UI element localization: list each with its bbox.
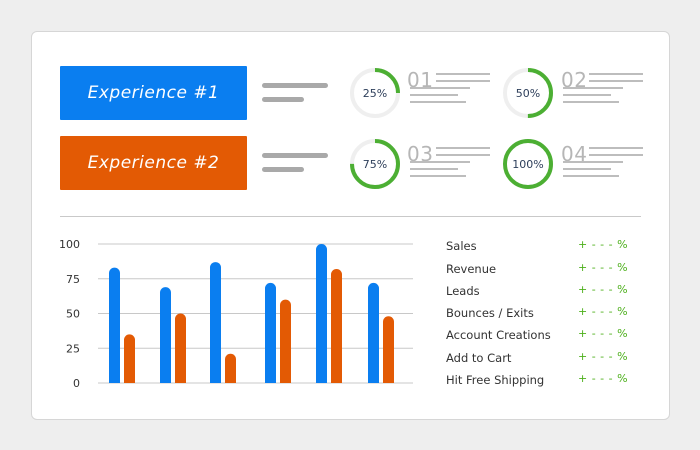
placeholder-line xyxy=(262,83,328,88)
metric-value-revenue: + - - - % xyxy=(578,261,629,274)
ring-percent-label: 25% xyxy=(362,86,388,100)
metric-label-bounces: Bounces / Exits xyxy=(446,306,534,320)
progress-ring-100: 100% xyxy=(501,137,555,191)
placeholder-line xyxy=(589,73,643,75)
chart-bar xyxy=(331,269,342,383)
metric-label-add-to-cart: Add to Cart xyxy=(446,351,512,365)
placeholder-line xyxy=(563,168,611,170)
experience-2-button[interactable]: Experience #2 xyxy=(60,136,247,190)
placeholder-line xyxy=(563,101,619,103)
chart-bar-base xyxy=(225,377,236,383)
placeholder-line xyxy=(563,175,619,177)
chart-bar xyxy=(368,282,379,383)
placeholder-line xyxy=(589,147,643,149)
metric-label-hit-free-shipping: Hit Free Shipping xyxy=(446,373,545,387)
placeholder-line xyxy=(410,94,458,96)
chart-bar-base xyxy=(160,377,171,383)
y-tick-label: 100 xyxy=(59,238,80,251)
chart-bar xyxy=(383,316,394,383)
placeholder-line xyxy=(410,101,466,103)
chart-bar-base xyxy=(280,377,291,383)
placeholder-line xyxy=(436,73,490,75)
metric-label-leads: Leads xyxy=(446,284,480,298)
chart-bar xyxy=(160,287,171,383)
metric-label-sales: Sales xyxy=(446,239,477,253)
ring-percent-label: 75% xyxy=(362,157,388,171)
chart-bar-base xyxy=(109,377,120,383)
chart-bar xyxy=(265,282,276,383)
placeholder-line xyxy=(436,147,490,149)
chart-bar-base xyxy=(331,377,342,383)
placeholder-line xyxy=(563,94,611,96)
metric-value-add-to-cart: + - - - % xyxy=(578,350,629,363)
chart-bar-base xyxy=(175,377,186,383)
metric-value-sales: + - - - % xyxy=(578,238,629,251)
placeholder-line xyxy=(436,80,490,82)
placeholder-line xyxy=(563,87,623,89)
placeholder-line xyxy=(410,161,470,163)
metric-value-hit-free-shipping: + - - - % xyxy=(578,372,629,385)
y-tick-label: 0 xyxy=(73,377,80,390)
placeholder-line xyxy=(589,80,643,82)
chart-bar-base xyxy=(210,377,221,383)
progress-ring-50: 50% xyxy=(501,66,555,120)
y-tick-label: 25 xyxy=(66,342,80,355)
chart-bar xyxy=(109,267,120,383)
placeholder-line xyxy=(410,175,466,177)
chart-bar-base xyxy=(265,377,276,383)
section-divider xyxy=(60,216,641,217)
chart-bar xyxy=(316,244,327,383)
placeholder-line xyxy=(436,154,490,156)
chart-bar-base xyxy=(368,377,379,383)
metric-label-account-creations: Account Creations xyxy=(446,328,551,342)
y-tick-label: 50 xyxy=(66,308,80,321)
metric-value-bounces: + - - - % xyxy=(578,305,629,318)
progress-ring-75: 75% xyxy=(348,137,402,191)
placeholder-line xyxy=(589,154,643,156)
chart-bar xyxy=(175,313,186,383)
chart-bar xyxy=(124,334,135,383)
chart-bar-base xyxy=(124,377,135,383)
chart-bar-base xyxy=(383,377,394,383)
bar-chart: 0 25 50 75 100 xyxy=(59,238,413,390)
chart-bar xyxy=(210,262,221,383)
metric-label-revenue: Revenue xyxy=(446,262,497,276)
progress-ring-25: 25% xyxy=(348,66,402,120)
chart-bar-base xyxy=(316,377,327,383)
y-tick-label: 75 xyxy=(66,273,80,286)
metric-value-account-creations: + - - - % xyxy=(578,327,629,340)
placeholder-line xyxy=(563,161,623,163)
placeholder-line xyxy=(262,167,304,172)
chart-bar xyxy=(280,299,291,383)
placeholder-line xyxy=(262,97,304,102)
experience-1-button[interactable]: Experience #1 xyxy=(60,66,247,120)
ring-percent-label: 50% xyxy=(515,86,541,100)
ring-percent-label: 100% xyxy=(512,157,544,171)
placeholder-line xyxy=(410,87,470,89)
placeholder-line xyxy=(410,168,458,170)
metric-value-leads: + - - - % xyxy=(578,283,629,296)
chart-bar xyxy=(225,353,236,383)
placeholder-line xyxy=(262,153,328,158)
